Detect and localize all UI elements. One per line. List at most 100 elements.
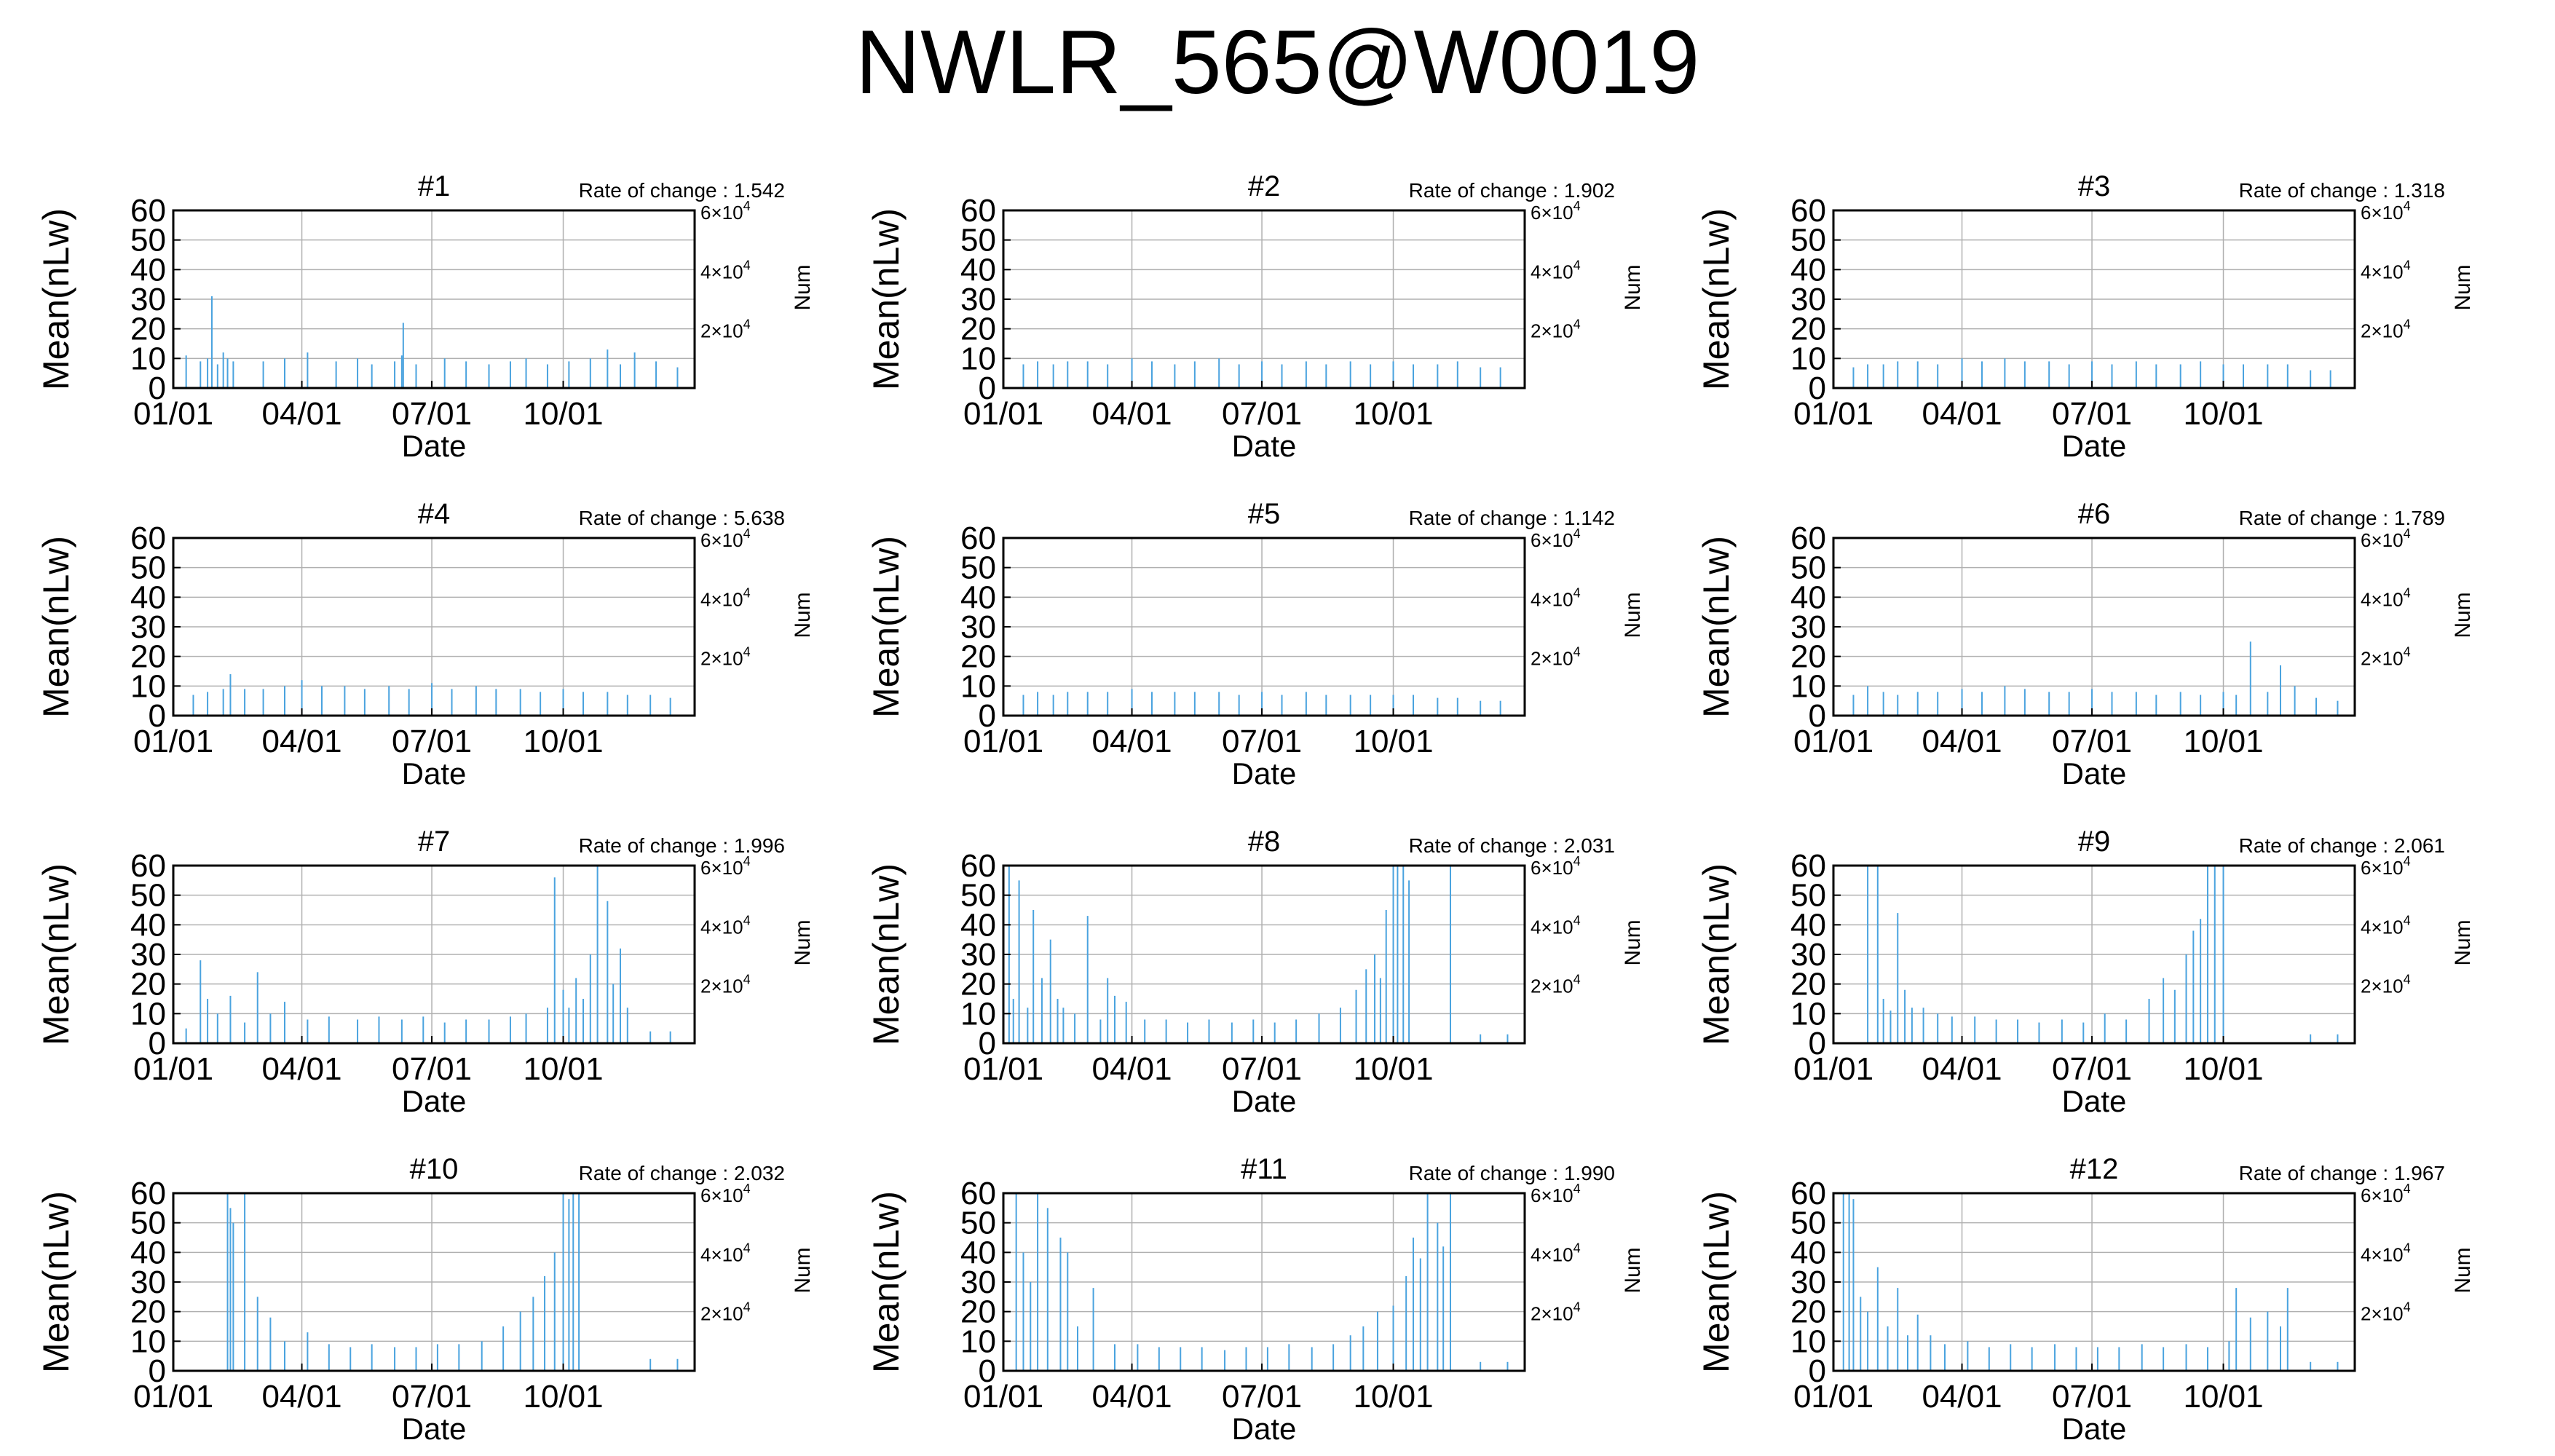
y-tick-label: 50 [960,1206,996,1241]
y2-tick-exp: 4 [743,317,751,332]
rate-of-change-label: Rate of change : 2.031 [1409,834,1615,857]
x-tick-label: 07/01 [392,724,472,759]
y-tick-label: 50 [1790,878,1826,914]
y-tick-label: 60 [960,848,996,884]
y-tick-label: 50 [1790,550,1826,586]
y-tick-label: 50 [130,223,166,258]
rate-of-change-label: Rate of change : 5.638 [579,507,785,529]
x-axis-label: Date [1232,1084,1297,1118]
y-tick-label: 20 [1790,967,1826,1002]
y2-tick-label: 6×104 [700,199,751,223]
y2-tick-label: 6×104 [2361,526,2411,551]
rate-of-change-label: Rate of change : 2.032 [579,1162,785,1184]
subplot-title: #4 [418,498,451,530]
x-tick-label: 01/01 [133,1051,213,1087]
y-tick-label: 10 [130,1324,166,1359]
y-tick-label: 0 [979,1026,996,1061]
y2-tick-exp: 4 [743,854,751,869]
y-tick-label: 60 [1790,1176,1826,1211]
y2-axis-label: Num [791,919,815,965]
y2-tick-label: 4×104 [2361,1241,2411,1265]
x-tick-label: 01/01 [1793,724,1873,759]
x-tick-label: 07/01 [2052,724,2132,759]
rate-of-change-label: Rate of change : 1.142 [1409,507,1615,529]
y2-tick-label: 2×104 [2361,973,2411,997]
y2-axis-label: Num [1621,1247,1645,1293]
y-tick-label: 40 [130,1235,166,1270]
y2-tick-label: 6×104 [1531,854,1581,879]
y-tick-label: 10 [960,996,996,1032]
y-tick-label: 20 [130,1294,166,1330]
y2-tick-exp: 4 [743,199,751,213]
x-tick-label: 04/01 [1922,1379,2002,1415]
y-axis-label: Mean(nLw) [1696,863,1737,1045]
y-tick-label: 20 [130,639,166,675]
y2-tick-label: 6×104 [2361,1182,2411,1206]
y2-tick-base: 6×10 [2361,857,2404,879]
y-tick-label: 40 [1790,907,1826,943]
y2-tick-exp: 4 [2404,1300,2411,1315]
y-tick-label: 60 [130,1176,166,1211]
x-axis-label: Date [402,429,467,463]
y2-tick-exp: 4 [1573,913,1581,927]
y-tick-label: 20 [960,1294,996,1330]
y2-tick-base: 2×10 [2361,648,2404,670]
subplot-title: #12 [2070,1153,2119,1185]
y2-tick-label: 4×104 [700,585,751,610]
y2-tick-exp: 4 [743,1241,751,1255]
y2-tick-label: 4×104 [1531,258,1581,282]
y2-tick-base: 6×10 [2361,202,2404,223]
y2-tick-exp: 4 [1573,973,1581,987]
y2-tick-base: 6×10 [2361,1184,2404,1206]
y-tick-label: 0 [149,698,166,734]
y2-axis-label: Num [1621,919,1645,965]
x-axis-label: Date [2062,1084,2127,1118]
y2-tick-exp: 4 [743,913,751,927]
y2-tick-base: 2×10 [2361,320,2404,342]
x-tick-label: 07/01 [2052,1051,2132,1087]
y2-tick-exp: 4 [743,1300,751,1315]
y-tick-label: 10 [130,341,166,376]
y2-tick-base: 2×10 [2361,976,2404,997]
x-axis-label: Date [402,1084,467,1118]
y2-axis-label: Num [791,1247,815,1293]
y-tick-label: 30 [960,609,996,645]
y-tick-label: 20 [1790,639,1826,675]
y2-tick-exp: 4 [1573,258,1581,272]
y2-tick-label: 2×104 [2361,645,2411,670]
y2-tick-exp: 4 [1573,854,1581,869]
y2-tick-label: 4×104 [2361,913,2411,938]
y2-tick-exp: 4 [1573,1300,1581,1315]
y2-axis-label: Num [791,592,815,638]
y2-tick-base: 2×10 [1531,648,1573,670]
x-axis-label: Date [2062,429,2127,463]
y-tick-label: 30 [1790,937,1826,973]
y-tick-label: 40 [960,907,996,943]
y-axis-label: Mean(nLw) [36,1191,76,1373]
y-tick-label: 30 [1790,282,1826,317]
y2-axis-label: Num [2451,1247,2475,1293]
subplot-title: #6 [2078,498,2111,530]
x-axis-label: Date [1232,1412,1297,1446]
x-tick-label: 10/01 [1353,724,1433,759]
y2-tick-exp: 4 [2404,913,2411,927]
y-tick-label: 50 [130,1206,166,1241]
y2-tick-exp: 4 [743,258,751,272]
y-tick-label: 0 [149,1026,166,1061]
y-tick-label: 10 [960,1324,996,1359]
rate-of-change-label: Rate of change : 1.542 [579,179,785,202]
x-axis-label: Date [2062,1412,2127,1446]
y2-tick-exp: 4 [1573,645,1581,660]
x-tick-label: 07/01 [2052,1379,2132,1415]
y2-tick-exp: 4 [2404,1182,2411,1196]
y2-tick-label: 2×104 [1531,645,1581,670]
y-axis-label: Mean(nLw) [1696,1191,1737,1373]
y2-tick-base: 4×10 [700,588,743,610]
x-tick-label: 07/01 [1222,1379,1302,1415]
y-tick-label: 30 [130,937,166,973]
y2-tick-base: 2×10 [1531,976,1573,997]
x-tick-label: 10/01 [1353,1051,1433,1087]
